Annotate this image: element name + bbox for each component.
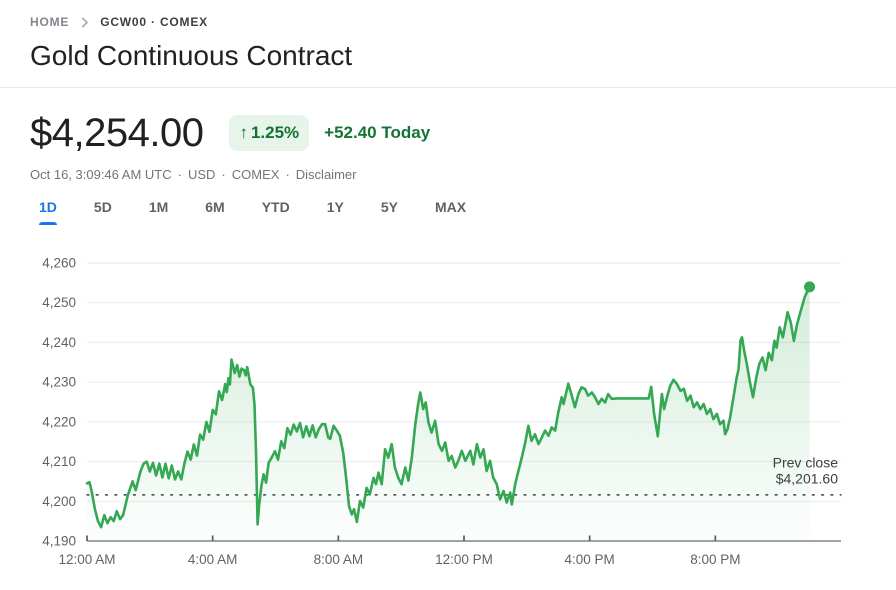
- up-arrow-icon: ↑: [239, 123, 248, 142]
- quote-timestamp: Oct 16, 3:09:46 AM UTC: [30, 167, 172, 182]
- quote-meta: Oct 16, 3:09:46 AM UTC · USD · COMEX · D…: [0, 167, 896, 182]
- separator-dot: ·: [177, 167, 182, 182]
- breadcrumb-symbol: GCW00 · COMEX: [100, 15, 208, 29]
- quote-currency: USD: [187, 167, 216, 182]
- area-fill: [87, 286, 810, 541]
- price-chart[interactable]: 4,190 4,200 4,210 4,220 4,230 4,240 4,250 4,260…: [0, 244, 896, 574]
- separator-dot: ·: [221, 167, 226, 182]
- x-axis-label: 4:00 AM: [188, 552, 238, 567]
- y-axis-label: 4,200: [42, 494, 76, 509]
- tab-5d[interactable]: 5D: [94, 199, 112, 225]
- tab-1d[interactable]: 1D: [39, 199, 57, 225]
- latest-price-dot: [804, 281, 816, 293]
- y-axis-label: 4,240: [42, 335, 76, 350]
- change-percent-badge: ↑ 1.25%: [229, 115, 310, 151]
- breadcrumb: HOME GCW00 · COMEX: [0, 14, 896, 30]
- tab-1m[interactable]: 1M: [149, 199, 168, 225]
- tab-6m[interactable]: 6M: [205, 199, 224, 225]
- y-axis-label: 4,210: [42, 454, 76, 469]
- range-tabs: 1D 5D 1M 6M YTD 1Y 5Y MAX: [0, 199, 896, 225]
- x-axis-label: 8:00 AM: [314, 552, 364, 567]
- page-title: Gold Continuous Contract: [30, 40, 353, 71]
- prev-close-label: Prev close: [773, 454, 839, 470]
- y-axis-label: 4,260: [42, 256, 76, 271]
- y-axis-label: 4,250: [42, 295, 76, 310]
- x-axis-label: 4:00 PM: [565, 552, 615, 567]
- y-axis-label: 4,190: [42, 534, 76, 549]
- disclaimer-link[interactable]: Disclaimer: [295, 167, 357, 182]
- quote-row: $4,254.00 ↑ 1.25% +52.40 Today: [0, 109, 896, 157]
- tab-max[interactable]: MAX: [435, 199, 466, 225]
- page: HOME GCW00 · COMEX Gold Continuous Contr…: [0, 0, 896, 574]
- price-value: $4,254.00: [30, 110, 204, 155]
- price-line: [85, 285, 811, 529]
- change-percent: 1.25%: [250, 123, 300, 142]
- quote-exchange: COMEX: [231, 167, 280, 182]
- prev-close-value: $4,201.60: [776, 470, 838, 486]
- x-axis-label: 12:00 AM: [58, 552, 115, 567]
- tab-5y[interactable]: 5Y: [381, 199, 398, 225]
- y-axis-label: 4,230: [42, 375, 76, 390]
- header-divider: [0, 87, 896, 88]
- tab-ytd[interactable]: YTD: [262, 199, 290, 225]
- tab-1y[interactable]: 1Y: [327, 199, 344, 225]
- y-axis-label: 4,220: [42, 414, 76, 429]
- chevron-right-icon: [79, 16, 90, 28]
- breadcrumb-home[interactable]: HOME: [30, 15, 70, 29]
- x-axis-label: 12:00 PM: [435, 552, 493, 567]
- change-amount: +52.40 Today: [324, 123, 431, 142]
- x-axis-label: 8:00 PM: [690, 552, 740, 567]
- separator-dot: ·: [285, 167, 290, 182]
